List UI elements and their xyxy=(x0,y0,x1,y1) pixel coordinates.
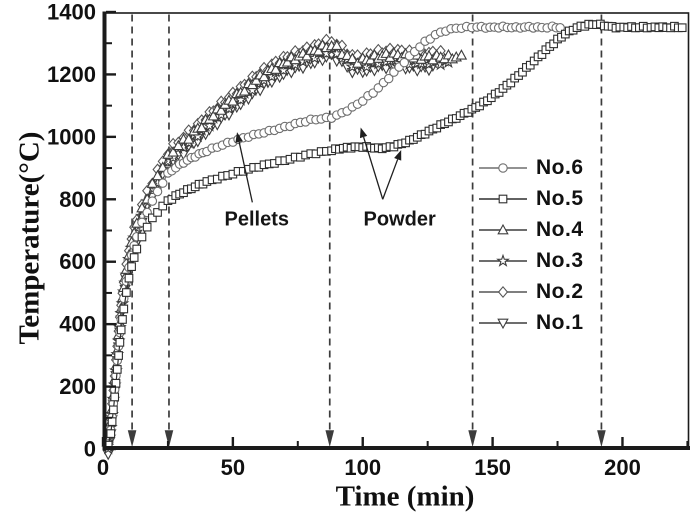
annotation-arrow-line xyxy=(382,159,399,200)
y-tick-label: 0 xyxy=(84,437,96,462)
legend-label: No.1 xyxy=(536,310,584,334)
guide-arrowhead-icon xyxy=(468,430,477,448)
series-no2[interactable] xyxy=(103,33,446,443)
x-tick-label: 100 xyxy=(344,455,381,480)
series-no4[interactable] xyxy=(102,39,468,445)
legend-label: No.3 xyxy=(536,248,584,272)
legend-marker-square-icon xyxy=(479,194,527,203)
legend-marker-diamond-icon xyxy=(479,285,527,298)
y-tick-label: 200 xyxy=(59,374,96,399)
x-tick-label: 0 xyxy=(97,455,109,480)
series-no5[interactable] xyxy=(103,19,687,450)
annotation-arrow-line xyxy=(362,136,384,200)
x-tick-label: 200 xyxy=(604,455,641,480)
legend-marker-circle-icon xyxy=(479,162,527,173)
guide-arrowhead-icon xyxy=(127,430,137,448)
legend-marker-triangle-down-icon xyxy=(479,318,527,329)
annotation-pellets: Pellets xyxy=(224,208,289,231)
series-no3[interactable] xyxy=(101,40,456,455)
annotation-arrowhead-icon xyxy=(359,127,368,139)
y-tick-label: 1200 xyxy=(47,62,96,87)
legend-marker-star-icon xyxy=(479,253,527,267)
y-tick-label: 800 xyxy=(59,187,96,212)
y-tick-label: 400 xyxy=(59,312,96,337)
legend-item-no2[interactable]: No.2 xyxy=(477,276,584,307)
legend-label: No.5 xyxy=(536,186,584,210)
x-tick-label: 50 xyxy=(221,455,245,480)
x-tick-label: 150 xyxy=(474,455,511,480)
legend: No.6 No.5 No.4 No.3 No.2 No.1 xyxy=(477,152,584,338)
legend-item-no3[interactable]: No.3 xyxy=(477,245,584,276)
legend-item-no4[interactable]: No.4 xyxy=(477,214,584,245)
x-axis-title: Time (min) xyxy=(335,480,475,513)
guide-arrowhead-icon xyxy=(325,430,335,448)
y-tick-label: 600 xyxy=(59,249,96,274)
legend-item-no1[interactable]: No.1 xyxy=(477,307,584,338)
legend-label: No.4 xyxy=(536,217,584,241)
annotation-arrow-line xyxy=(238,141,253,203)
annotation-arrowhead-icon xyxy=(394,149,402,161)
annotation-powder: Powder xyxy=(363,208,436,231)
legend-label: No.6 xyxy=(536,155,584,179)
legend-label: No.2 xyxy=(536,279,584,303)
y-axis-title: Temperature(°C) xyxy=(13,131,46,345)
y-tick-label: 1000 xyxy=(47,124,96,149)
guide-arrowhead-icon xyxy=(164,430,174,448)
guide-arrowhead-icon xyxy=(597,430,606,448)
series-no1[interactable] xyxy=(102,49,439,461)
legend-item-no5[interactable]: No.5 xyxy=(477,183,584,214)
y-tick-label: 1400 xyxy=(47,0,96,25)
legend-marker-triangle-icon xyxy=(479,223,527,234)
annotation-arrowhead-icon xyxy=(235,132,243,143)
legend-item-no6[interactable]: No.6 xyxy=(477,152,584,183)
